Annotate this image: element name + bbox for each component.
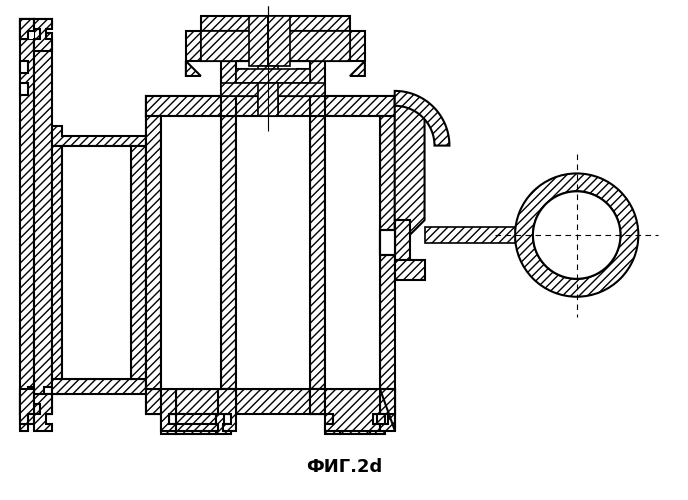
Polygon shape — [395, 260, 424, 280]
Polygon shape — [380, 230, 395, 255]
Polygon shape — [201, 16, 350, 31]
Polygon shape — [161, 116, 221, 389]
Polygon shape — [221, 83, 325, 96]
Polygon shape — [20, 20, 34, 414]
Polygon shape — [248, 16, 268, 66]
Polygon shape — [34, 394, 52, 431]
Polygon shape — [176, 424, 217, 431]
Polygon shape — [20, 61, 28, 73]
Polygon shape — [325, 389, 380, 431]
Polygon shape — [424, 227, 515, 243]
Polygon shape — [146, 116, 161, 389]
Polygon shape — [259, 83, 279, 116]
Polygon shape — [34, 20, 52, 51]
Polygon shape — [310, 389, 325, 414]
Polygon shape — [380, 389, 395, 431]
Polygon shape — [146, 389, 395, 414]
Polygon shape — [310, 96, 325, 116]
Polygon shape — [20, 394, 34, 414]
Polygon shape — [34, 20, 52, 414]
Text: ФИГ.2d: ФИГ.2d — [306, 458, 382, 476]
Polygon shape — [310, 116, 325, 389]
Polygon shape — [395, 220, 409, 260]
Polygon shape — [161, 389, 176, 431]
Polygon shape — [259, 66, 279, 111]
Polygon shape — [146, 111, 161, 394]
Polygon shape — [20, 20, 34, 39]
Polygon shape — [52, 126, 146, 146]
Polygon shape — [20, 389, 34, 424]
Polygon shape — [176, 414, 216, 434]
Polygon shape — [310, 389, 325, 414]
Polygon shape — [52, 380, 146, 394]
Circle shape — [533, 192, 621, 279]
Polygon shape — [20, 20, 34, 39]
Polygon shape — [146, 96, 395, 116]
Polygon shape — [146, 96, 395, 116]
Polygon shape — [146, 96, 395, 116]
Polygon shape — [380, 116, 395, 389]
Polygon shape — [216, 389, 235, 434]
Polygon shape — [20, 20, 34, 39]
Polygon shape — [161, 389, 176, 434]
Polygon shape — [395, 91, 449, 146]
Polygon shape — [395, 96, 424, 235]
Polygon shape — [325, 389, 385, 434]
Polygon shape — [131, 146, 146, 380]
Polygon shape — [20, 414, 34, 431]
Polygon shape — [217, 389, 235, 431]
Polygon shape — [186, 61, 201, 76]
Polygon shape — [186, 31, 365, 61]
Polygon shape — [201, 31, 350, 61]
Polygon shape — [325, 116, 380, 389]
Polygon shape — [310, 61, 325, 96]
Polygon shape — [52, 146, 62, 394]
Polygon shape — [62, 146, 131, 380]
Polygon shape — [221, 116, 235, 389]
Polygon shape — [161, 389, 395, 439]
Polygon shape — [221, 61, 235, 96]
Polygon shape — [350, 61, 365, 76]
Polygon shape — [235, 116, 310, 389]
Polygon shape — [146, 389, 395, 414]
Polygon shape — [201, 31, 350, 61]
Polygon shape — [221, 96, 235, 116]
Polygon shape — [235, 69, 310, 83]
Polygon shape — [268, 16, 290, 66]
Wedge shape — [515, 174, 638, 296]
Polygon shape — [20, 83, 28, 95]
Polygon shape — [146, 16, 395, 96]
